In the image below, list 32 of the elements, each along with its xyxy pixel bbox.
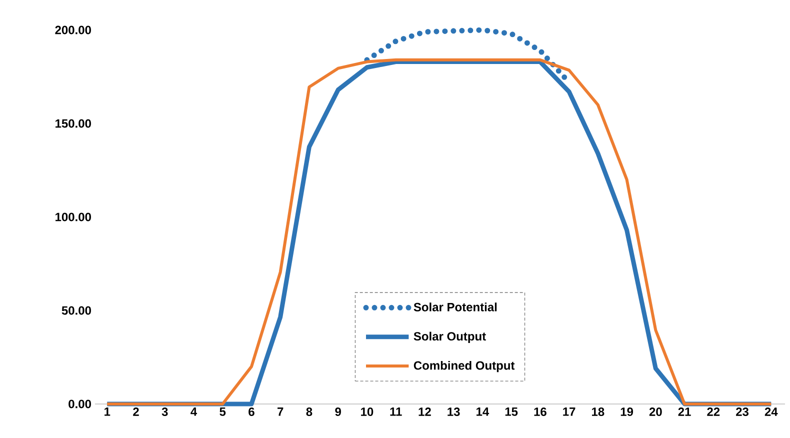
x-tick-label: 1 [104,408,110,416]
y-tick-label: 100.00 [56,212,91,222]
x-tick-label: 21 [678,408,691,416]
x-tick-label: 2 [133,408,139,416]
x-tick-label: 6 [248,408,254,416]
x-tick-label: 3 [162,408,168,416]
x-tick-label: 13 [448,408,460,416]
x-tick-label: 8 [306,408,312,416]
x-tick-label: 10 [361,408,374,416]
x-tick-label: 24 [764,408,778,416]
y-tick-label: 0.00 [68,400,91,408]
x-tick-label: 5 [220,408,226,416]
legend-label: Solar Output [414,332,486,343]
x-tick-label: 18 [592,408,604,416]
y-tick-label: 200.00 [55,26,91,34]
y-tick-label: 50.00 [62,306,91,315]
x-tick-label: 12 [418,408,431,416]
x-tick-label: 22 [707,408,720,416]
x-tick-label: 9 [335,408,341,416]
legend-label: Combined Output [414,360,515,372]
x-tick-label: 20 [649,408,662,416]
x-tick-label: 16 [534,408,546,416]
x-tick-label: 4 [190,408,198,416]
x-tick-label: 7 [278,408,284,416]
legend-label: Solar Potential [414,302,497,312]
y-tick-label: 150.00 [56,119,91,128]
x-tick-label: 19 [620,408,634,416]
x-tick-label: 11 [390,408,402,416]
x-tick-label: 17 [563,408,576,416]
x-tick-label: 15 [505,408,518,416]
x-tick-label: 23 [736,408,749,416]
x-tick-label: 14 [476,408,490,416]
